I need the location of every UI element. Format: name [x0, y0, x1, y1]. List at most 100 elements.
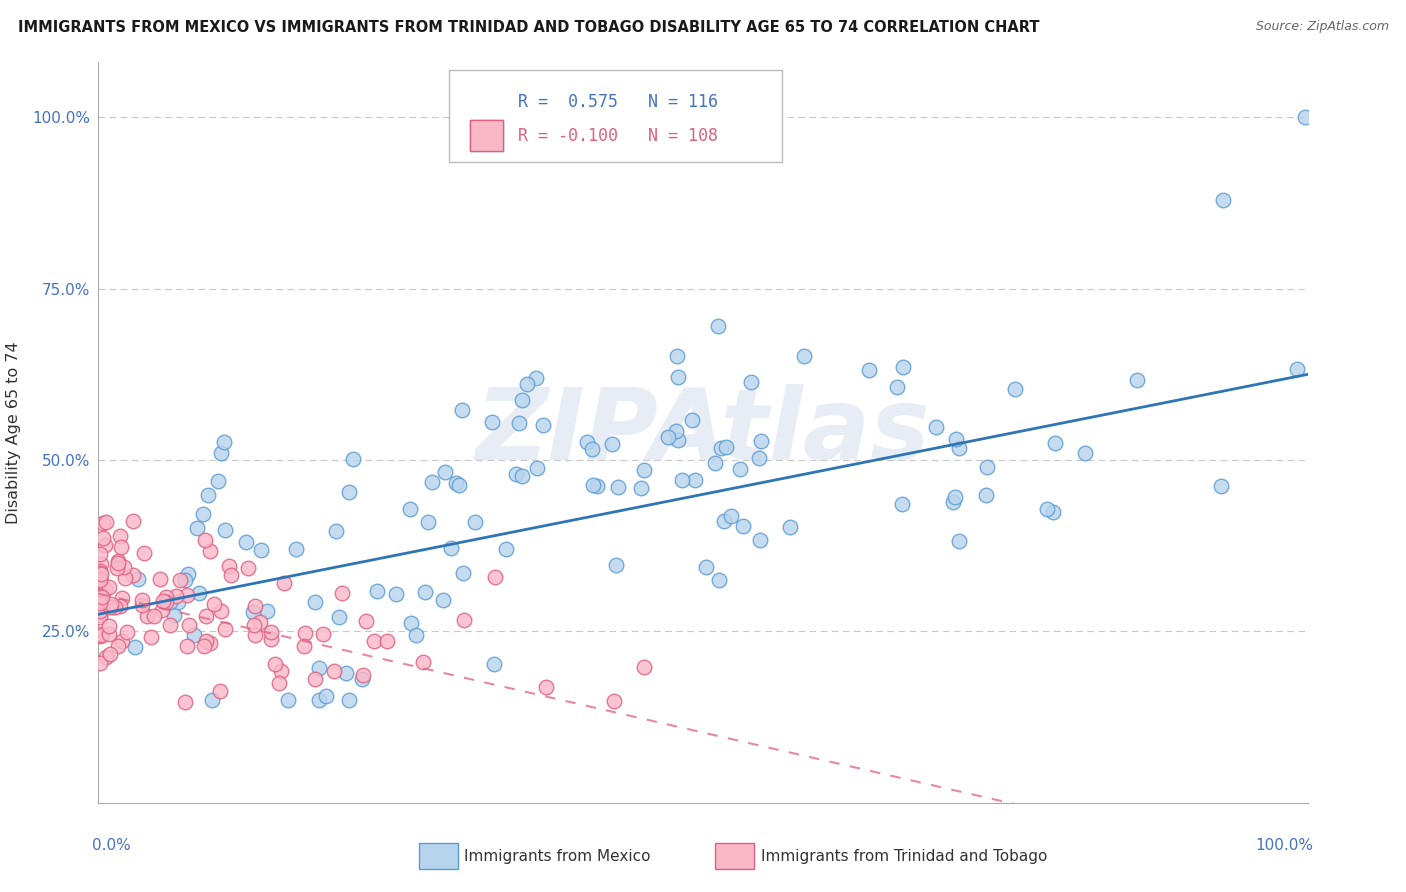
Point — [90, 594, 112, 608]
Point — [127, 572, 149, 586]
Point — [89, 609, 111, 624]
Point — [114, 571, 136, 585]
Point — [131, 598, 153, 612]
Point — [941, 495, 963, 509]
Point — [974, 488, 997, 502]
Point — [285, 541, 308, 556]
Point — [235, 535, 257, 549]
Point — [155, 595, 177, 609]
Point — [495, 542, 517, 557]
Point — [100, 597, 122, 611]
Point — [714, 440, 737, 454]
Point — [115, 625, 138, 640]
Point — [200, 636, 222, 650]
Point — [152, 593, 174, 607]
Point — [304, 595, 326, 609]
Point — [94, 515, 117, 529]
Text: IMMIGRANTS FROM MEXICO VS IMMIGRANTS FROM TRINIDAD AND TOBAGO DISABILITY AGE 65 : IMMIGRANTS FROM MEXICO VS IMMIGRANTS FRO… — [18, 20, 1040, 35]
Point — [449, 478, 471, 492]
Point — [176, 588, 198, 602]
Point — [308, 693, 330, 707]
Point — [209, 446, 232, 460]
Point — [218, 559, 240, 574]
Point — [179, 618, 201, 632]
Point — [793, 349, 815, 363]
Point — [943, 490, 966, 504]
Point — [98, 647, 121, 661]
Point — [260, 625, 283, 640]
Point — [89, 570, 111, 584]
Point — [337, 485, 360, 500]
Point — [105, 561, 128, 575]
Point — [207, 474, 229, 488]
Point — [399, 501, 422, 516]
Point — [657, 430, 679, 444]
Y-axis label: Disability Age 65 to 74: Disability Age 65 to 74 — [6, 342, 21, 524]
Point — [891, 497, 914, 511]
Point — [385, 586, 408, 600]
Point — [581, 442, 603, 456]
Point — [89, 596, 111, 610]
Point — [89, 565, 111, 579]
Point — [269, 676, 291, 690]
Point — [201, 693, 224, 707]
Point — [98, 627, 121, 641]
FancyBboxPatch shape — [470, 120, 503, 152]
Point — [89, 591, 111, 605]
Point — [214, 622, 236, 636]
Point — [1212, 193, 1234, 207]
Point — [197, 488, 219, 502]
Point — [270, 664, 292, 678]
Point — [731, 519, 754, 533]
Point — [107, 639, 129, 653]
Point — [134, 546, 156, 560]
Text: Source: ZipAtlas.com: Source: ZipAtlas.com — [1256, 20, 1389, 33]
Point — [484, 657, 506, 672]
Point — [671, 473, 693, 487]
Point — [91, 590, 114, 604]
Point — [328, 610, 350, 624]
Point — [1286, 362, 1309, 376]
Point — [91, 531, 114, 545]
Point — [707, 573, 730, 587]
Point — [294, 626, 316, 640]
Point — [195, 608, 218, 623]
Point — [108, 529, 131, 543]
Point — [167, 595, 190, 609]
Point — [91, 628, 114, 642]
Point — [90, 558, 112, 572]
Point — [450, 402, 472, 417]
Point — [453, 613, 475, 627]
Point — [713, 514, 735, 528]
Point — [858, 363, 880, 377]
Point — [1045, 435, 1067, 450]
Point — [683, 473, 706, 487]
Point — [703, 456, 725, 470]
Point — [121, 568, 143, 582]
Point — [366, 583, 388, 598]
Point — [633, 659, 655, 673]
Point — [375, 633, 398, 648]
Text: R = -0.100   N = 108: R = -0.100 N = 108 — [517, 128, 718, 145]
Point — [751, 434, 773, 449]
Point — [89, 573, 111, 587]
Point — [948, 441, 970, 455]
Point — [94, 538, 117, 552]
Point — [418, 515, 440, 529]
Point — [531, 417, 554, 432]
Point — [221, 567, 243, 582]
Point — [91, 516, 114, 530]
Point — [163, 608, 186, 623]
Point — [110, 540, 132, 554]
Point — [363, 634, 385, 648]
Point — [243, 617, 266, 632]
Point — [505, 467, 527, 481]
Point — [606, 479, 628, 493]
Point — [304, 673, 326, 687]
Point — [510, 392, 533, 407]
Point — [198, 544, 221, 558]
Point — [337, 693, 360, 707]
Text: Immigrants from Trinidad and Tobago: Immigrants from Trinidad and Tobago — [761, 848, 1047, 863]
Point — [194, 533, 217, 547]
Text: 100.0%: 100.0% — [1256, 838, 1313, 854]
